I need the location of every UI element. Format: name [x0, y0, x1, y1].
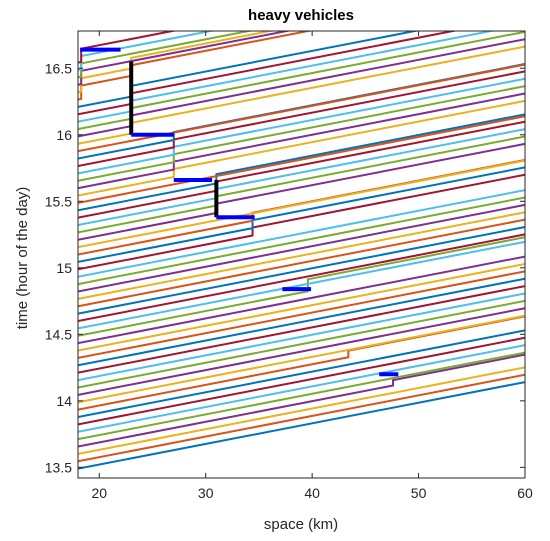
trajectory-line	[78, 329, 525, 418]
trajectory-line	[78, 159, 525, 249]
trajectory-line	[78, 381, 525, 470]
trajectory-line	[78, 85, 525, 182]
trajectory-line	[78, 240, 525, 330]
trajectory-line	[78, 196, 525, 286]
trajectory-line	[78, 344, 525, 433]
trajectory-line	[78, 70, 525, 167]
trajectory-line	[78, 270, 525, 359]
trajectory-line	[78, 115, 525, 204]
y-tick-label: 16	[56, 127, 72, 143]
trajectory-line	[78, 314, 525, 404]
y-tick-label: 15.5	[45, 193, 72, 209]
trajectory-line	[78, 285, 525, 374]
trajectory-line	[78, 189, 525, 278]
trajectory-line	[78, 233, 525, 323]
x-axis-label: space (km)	[264, 516, 338, 533]
y-tick-label: 15	[56, 260, 72, 276]
x-tick-label: 30	[198, 485, 214, 501]
trajectory-line	[78, 351, 525, 441]
trajectory-line	[78, 77, 525, 175]
trajectory-line	[78, 31, 178, 64]
trajectory-line	[78, 203, 525, 293]
y-tick-label: 16.5	[45, 60, 72, 76]
trajectory-line	[78, 366, 525, 455]
trajectory-line	[78, 292, 525, 382]
trajectory-line	[78, 353, 525, 448]
x-tick-label: 50	[411, 485, 427, 501]
trajectory-line	[78, 218, 525, 308]
trajectory-line	[78, 255, 525, 345]
y-tick-label: 14.5	[45, 326, 72, 342]
trajectory-line	[78, 211, 525, 300]
plot-area: 20 30 40 50 60 13.5 14 14.5 15 15.5 16 16.5	[45, 30, 533, 501]
x-tick-label: 20	[91, 485, 107, 501]
trajectory-line	[78, 31, 314, 101]
trajectory-line	[78, 373, 525, 463]
y-tick-label: 13.5	[45, 459, 72, 475]
trajectory-line	[78, 173, 525, 271]
trajectory-line	[78, 99, 525, 197]
y-tick-label: 14	[56, 393, 72, 409]
x-tick-label: 60	[517, 485, 533, 501]
trajectory-line	[78, 92, 525, 190]
trajectory-line	[78, 113, 525, 212]
trajectory-line	[78, 31, 276, 94]
trajectory-line	[78, 277, 525, 367]
x-tick-label: 40	[304, 485, 320, 501]
plot-frame	[77, 30, 526, 479]
trajectory-line	[78, 262, 525, 352]
trajectory-lines	[78, 31, 525, 470]
trajectory-line	[78, 226, 525, 315]
trajectory-line	[78, 307, 525, 396]
chart-title: heavy vehicles	[248, 7, 354, 24]
trajectory-line	[78, 336, 525, 426]
trajectory-line	[78, 166, 525, 263]
trajectory-line	[78, 236, 525, 337]
trajectory-line	[78, 299, 525, 389]
y-axis-label: time (hour of the day)	[14, 187, 31, 330]
